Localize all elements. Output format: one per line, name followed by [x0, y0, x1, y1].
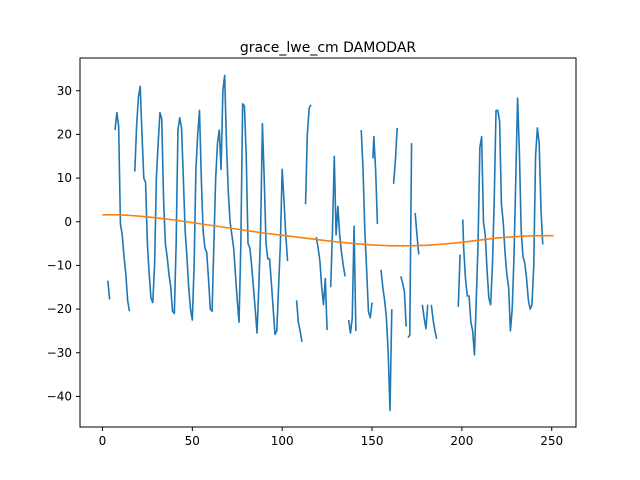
x-tick-label: 0 [99, 434, 107, 448]
series-segment [315, 236, 328, 331]
series-segment [400, 276, 407, 327]
series-segment [457, 254, 461, 307]
chart-title: grace_lwe_cm DAMODAR [240, 40, 417, 56]
x-tick-label: 50 [185, 434, 200, 448]
series-trend-line [102, 213, 554, 247]
series-segment [304, 104, 312, 205]
y-tick-label: 0 [64, 215, 72, 229]
y-tick-label: −20 [47, 302, 72, 316]
y-tick-label: 30 [57, 84, 72, 98]
series-segment [295, 300, 303, 342]
x-tick-label: 100 [271, 434, 294, 448]
series-segment [360, 130, 373, 319]
series-segment [372, 135, 379, 224]
axes-frame [79, 57, 577, 428]
series-segment [407, 143, 413, 338]
x-tick-label: 150 [361, 434, 384, 448]
series-segment [114, 111, 131, 312]
series-segment [414, 212, 420, 255]
plot-area [102, 74, 554, 412]
series-segment [430, 304, 438, 339]
y-tick-label: −10 [47, 258, 72, 272]
x-tick-label: 200 [450, 434, 473, 448]
series-segment [329, 155, 346, 288]
series-observed-line [107, 74, 544, 412]
series-segment [107, 280, 111, 300]
series-segment [392, 127, 398, 184]
series-segment [347, 225, 357, 334]
x-tick-label: 250 [540, 434, 563, 448]
series-segment [134, 74, 289, 336]
series-segment [461, 97, 544, 356]
y-tick-label: 20 [57, 127, 72, 141]
x-axis: 0 50 100 150 200 250 [99, 427, 563, 448]
y-axis: −40 −30 −20 −10 0 10 20 30 [47, 84, 80, 403]
series-segment [102, 213, 554, 247]
series-segment [380, 269, 393, 412]
y-tick-label: −40 [47, 389, 72, 403]
y-tick-label: 10 [57, 171, 72, 185]
y-tick-label: −30 [47, 346, 72, 360]
series-segment [421, 304, 429, 330]
